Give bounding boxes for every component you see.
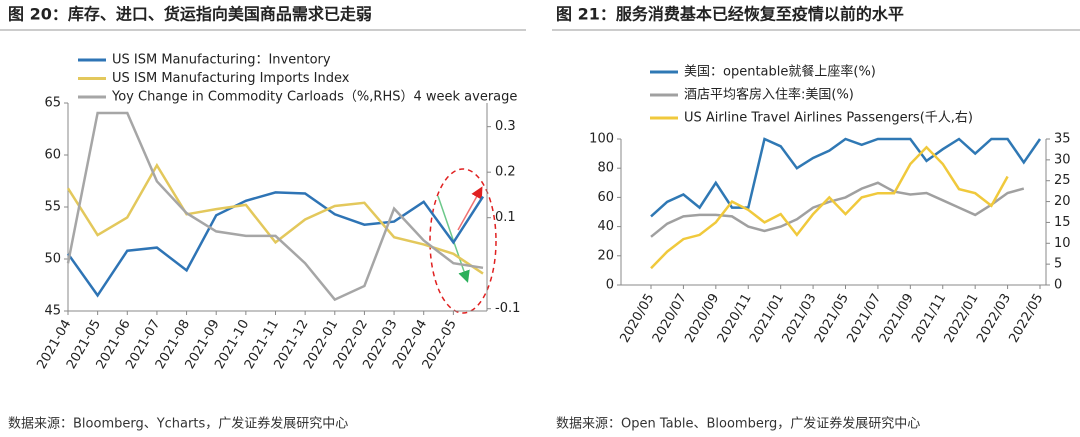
y2-tick-label: -0.1 (495, 301, 520, 316)
y-tick-label: 20 (597, 248, 614, 263)
y-tick-label: 60 (44, 148, 61, 163)
y2-tick-label: 10 (1054, 236, 1071, 251)
y-tick-label: 65 (44, 96, 61, 111)
y-tick-label: 100 (589, 132, 614, 147)
legend-label: Yoy Change in Commodity Carloads（%,RHS）4… (111, 90, 517, 105)
series-line (650, 137, 1042, 218)
series-line (66, 111, 484, 302)
series-line (650, 145, 1009, 270)
y2-tick-label: 0.2 (495, 165, 516, 180)
legend-label: 酒店平均客房入住率:美国(%) (684, 87, 854, 103)
chart-title: 图 20：库存、进口、货运指向美国商品需求已走弱 (8, 5, 372, 24)
up-arrow (457, 186, 483, 231)
y-tick-label: 0 (606, 278, 614, 293)
source-note: 数据来源：Bloomberg、Ycharts，广发证券发展研究中心 (8, 416, 348, 432)
chart-title: 图 21：服务消费基本已经恢复至疫情以前的水平 (556, 5, 904, 24)
y2-tick-label: 20 (1054, 194, 1071, 209)
y-tick-label: 50 (44, 252, 61, 267)
series-line (66, 191, 485, 298)
y2-tick-label: 0.3 (495, 119, 516, 134)
y-tick-label: 80 (597, 161, 614, 176)
down-arrow (437, 195, 470, 283)
y2-tick-label: 0.1 (495, 210, 516, 225)
source-note: 数据来源：Open Table、Bloomberg，广发证券发展研究中心 (556, 416, 920, 432)
series-line (650, 181, 1025, 238)
legend-label: US ISM Manufacturing Imports Index (112, 71, 350, 86)
y2-tick-label: 15 (1054, 215, 1071, 230)
y-tick-label: 55 (44, 200, 61, 215)
highlight-ellipse (429, 168, 497, 314)
y2-tick-label: 5 (1054, 257, 1062, 272)
series-line (66, 162, 484, 275)
y-tick-label: 40 (597, 219, 614, 234)
legend-label: 美国：opentable就餐上座率(%) (684, 64, 876, 80)
legend-label: US ISM Manufacturing：Inventory (112, 53, 331, 68)
y-tick-label: 60 (597, 190, 614, 205)
y-tick-label: 45 (44, 304, 61, 319)
y2-tick-label: 35 (1054, 132, 1071, 147)
legend-label: US Airline Travel Airlines Passengers(千人… (684, 111, 973, 126)
y2-tick-label: 30 (1054, 152, 1071, 167)
y2-tick-label: 25 (1054, 173, 1071, 188)
y2-tick-label: 0 (1054, 278, 1062, 293)
